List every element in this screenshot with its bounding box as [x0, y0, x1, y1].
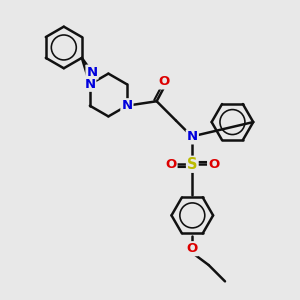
Text: N: N [84, 78, 95, 91]
Text: O: O [187, 242, 198, 255]
Text: O: O [208, 158, 219, 171]
Text: N: N [86, 66, 98, 79]
Text: O: O [158, 75, 170, 88]
Text: N: N [187, 130, 198, 143]
Text: N: N [122, 99, 133, 112]
Text: S: S [187, 157, 198, 172]
Text: O: O [165, 158, 176, 171]
